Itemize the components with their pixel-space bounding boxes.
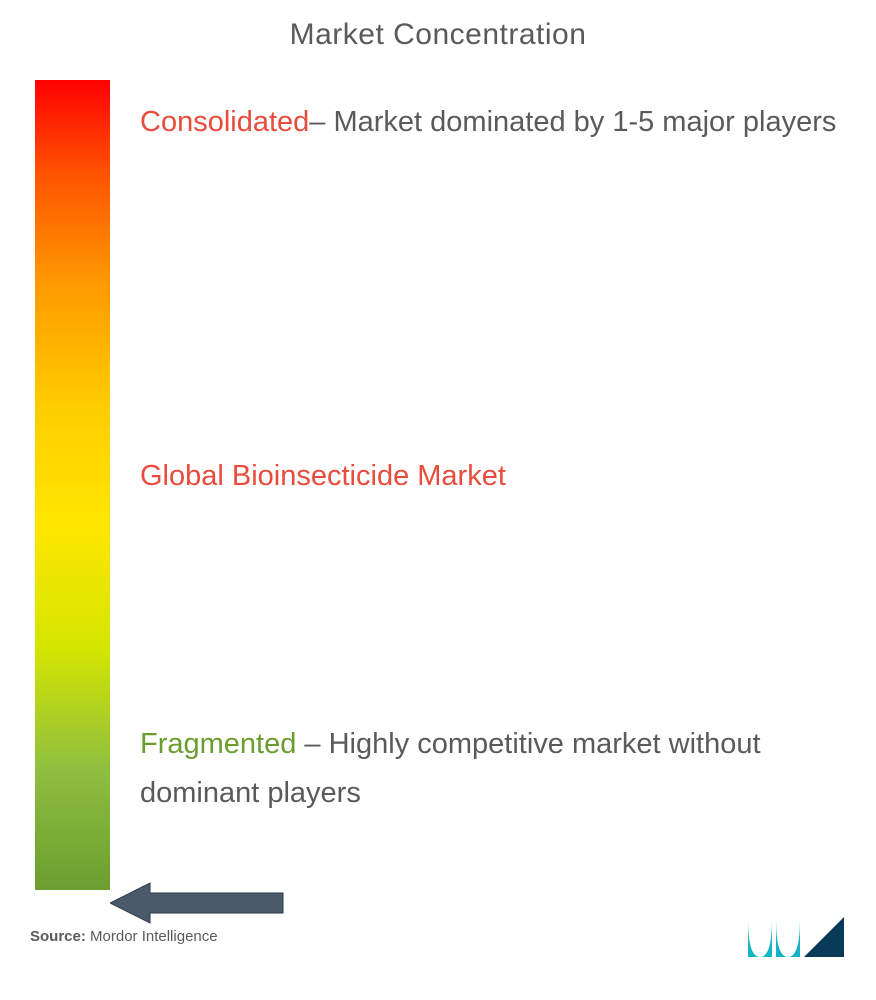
arrow-left-icon bbox=[110, 880, 285, 926]
source-attribution: Source: Mordor Intelligence bbox=[30, 928, 218, 945]
mordor-logo-icon bbox=[746, 909, 846, 965]
consolidated-label: Consolidated– Market dominated by 1-5 ma… bbox=[140, 98, 836, 147]
position-arrow bbox=[110, 880, 285, 926]
page-title: Market Concentration bbox=[0, 0, 876, 52]
content-area: Consolidated– Market dominated by 1-5 ma… bbox=[30, 80, 846, 890]
fragmented-highlight: Fragmented bbox=[140, 728, 296, 760]
labels-column: Consolidated– Market dominated by 1-5 ma… bbox=[110, 80, 846, 890]
consolidated-highlight: Consolidated bbox=[140, 106, 309, 138]
source-label: Source: bbox=[30, 928, 86, 945]
consolidated-description: – Market dominated by 1-5 major players bbox=[309, 106, 836, 138]
source-text: Mordor Intelligence bbox=[86, 928, 218, 945]
concentration-gradient-bar bbox=[35, 80, 110, 890]
market-name-label: Global Bioinsecticide Market bbox=[140, 460, 506, 493]
fragmented-label: Fragmented – Highly competitive market w… bbox=[140, 720, 846, 819]
brand-logo bbox=[746, 909, 846, 970]
